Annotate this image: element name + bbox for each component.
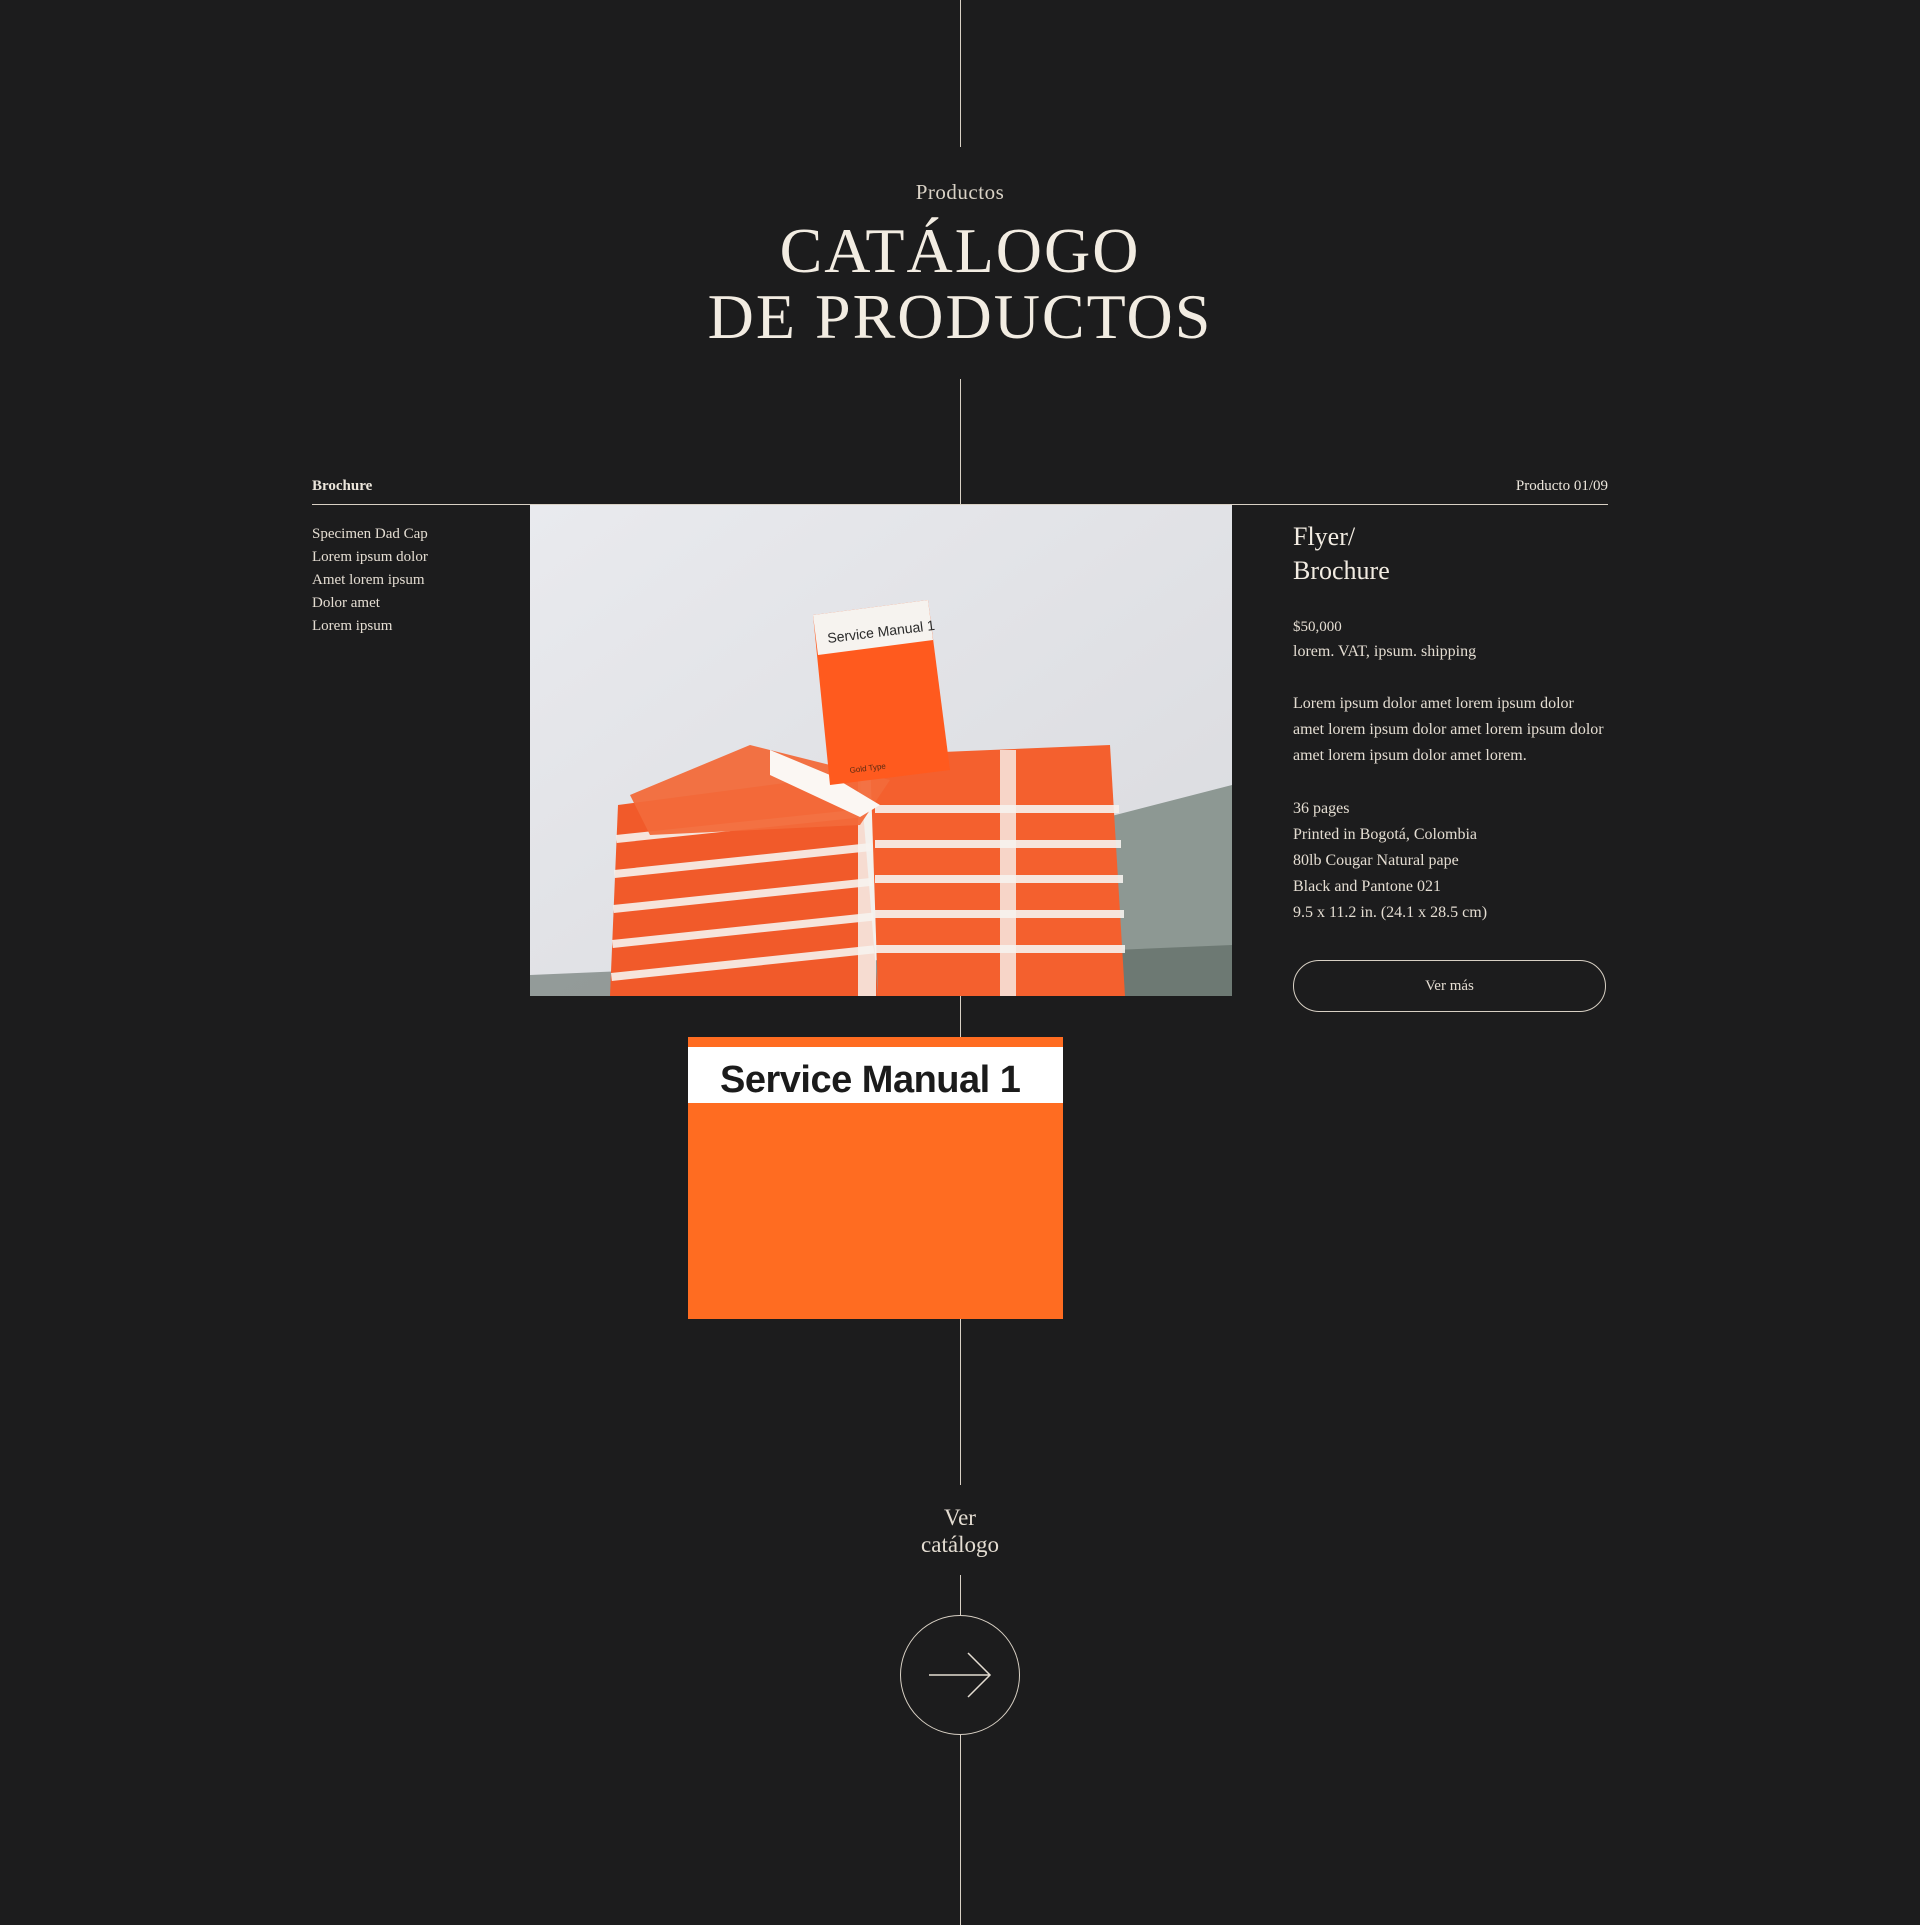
page-title-line-2: DE PRODUCTOS [707,281,1213,352]
page-title-line-1: CATÁLOGO [779,215,1141,286]
cover-title-band [688,1047,1063,1103]
product-list-item[interactable]: Lorem ipsum dolor [312,549,428,565]
top-divider-line [960,0,961,147]
pre-arrow-line [960,1575,961,1615]
product-counter: Producto 01/09 [1515,478,1608,494]
product-spec: Black and Pantone 021 [1293,878,1441,895]
product-name-line-1: Flyer/ [1293,522,1356,551]
category-label: Brochure [312,478,373,494]
product-list-item[interactable]: Lorem ipsum [312,618,393,634]
category-divider [312,504,1608,505]
product-description: Lorem ipsum dolor amet lorem ipsum dolor… [1293,695,1604,764]
product-spec: 9.5 x 11.2 in. (24.1 x 28.5 cm) [1293,904,1488,921]
view-catalog-line-1: Ver [944,1505,976,1530]
arrow-right-icon [929,1652,992,1698]
product-spec: Printed in Bogotá, Colombia [1293,826,1477,843]
view-catalog-line-2: catálogo [921,1532,999,1557]
cover-title: Service Manual 1 [720,1059,1021,1101]
page-title: CATÁLOGO DE PRODUCTOS [0,218,1920,350]
section-eyebrow: Productos [915,180,1005,204]
product-price: $50,000 [1293,619,1342,635]
photo-booklet-small-label: Gold Type [849,762,887,775]
product-name-line-2: Brochure [1293,556,1390,585]
mid-divider-line [960,379,961,505]
product-price-note: lorem. VAT, ipsum. shipping [1293,643,1477,660]
view-catalog-link[interactable]: Ver catálogo [0,1504,1920,1558]
product-spec: 36 pages [1293,800,1350,817]
product-spec: 80lb Cougar Natural pape [1293,852,1459,869]
product-cover-image: Service Manual 1 [688,1037,1063,1319]
product-list-item[interactable]: Specimen Dad Cap [312,526,428,542]
view-more-button[interactable]: Ver más [1293,960,1606,1012]
next-arrow-button[interactable] [900,1615,1020,1735]
product-name: Flyer/ Brochure [1293,520,1390,588]
bottom-divider-line [960,1735,961,1925]
product-list-item[interactable]: Dolor amet [312,595,380,611]
image-gap-line [960,996,961,1037]
product-list-item[interactable]: Amet lorem ipsum [312,572,425,588]
product-photo: Service Manual 1 Gold Type [530,505,1232,996]
product-list: Specimen Dad Cap Lorem ipsum dolor Amet … [312,523,428,638]
product-photo-illustration: Service Manual 1 Gold Type [530,505,1232,996]
lower-divider-line [960,1319,961,1485]
